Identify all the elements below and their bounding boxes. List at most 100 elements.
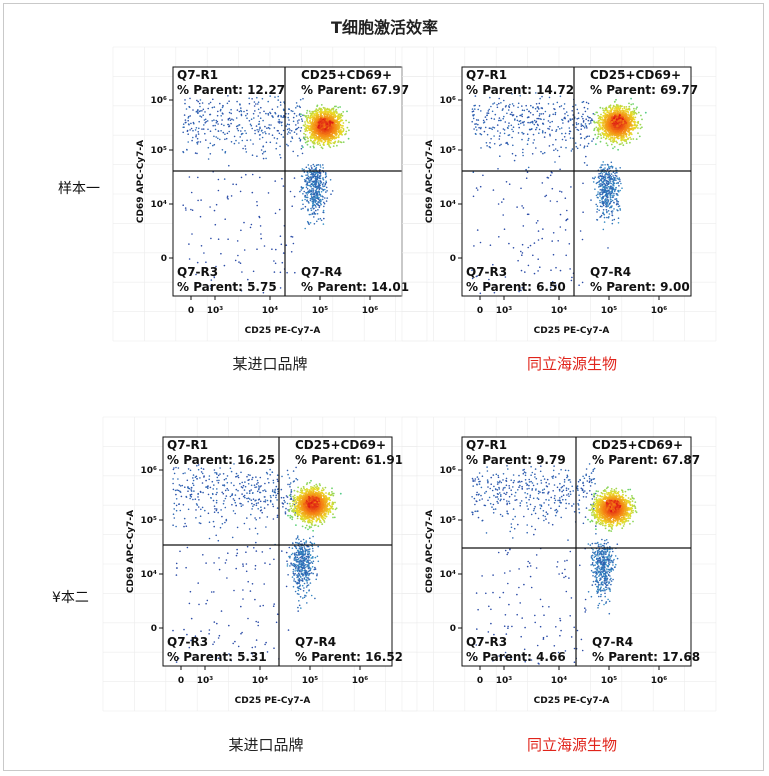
scatter-point [611, 194, 613, 197]
scatter-point [621, 187, 623, 189]
scatter-point [234, 259, 237, 262]
scatter-point [258, 216, 261, 219]
scatter-point [599, 179, 602, 181]
scatter-point [511, 128, 513, 131]
scatter-point [292, 120, 295, 123]
scatter-point [268, 127, 271, 130]
scatter-point [511, 152, 514, 155]
scatter-point [567, 120, 570, 122]
scatter-point [623, 114, 625, 117]
scatter-point [316, 172, 318, 175]
scatter-point [304, 227, 307, 230]
scatter-point [215, 265, 217, 268]
scatter-point [584, 123, 587, 125]
scatter-point [240, 130, 242, 132]
scatter-point [594, 176, 596, 178]
scatter-point [475, 126, 477, 128]
scatter-point [546, 176, 549, 179]
scatter-point [182, 131, 184, 134]
scatter-point [197, 176, 199, 179]
scatter-point [570, 279, 573, 282]
scatter-point [319, 184, 321, 187]
scatter-point [618, 143, 621, 146]
scatter-point [309, 198, 312, 200]
scatter-point [342, 111, 345, 113]
scatter-point [314, 139, 317, 141]
scatter-point [307, 122, 310, 124]
scatter-point [318, 188, 321, 191]
scatter-point [312, 117, 315, 120]
scatter-point [334, 120, 337, 123]
scatter-point [571, 110, 573, 112]
scatter-point [537, 124, 539, 127]
scatter-point [596, 205, 599, 207]
scatter-point [600, 214, 603, 217]
scatter-point [551, 240, 553, 242]
scatter-point [571, 148, 574, 150]
scatter-point [260, 233, 262, 235]
scatter-point [190, 127, 193, 130]
scatter-point [493, 143, 496, 145]
scatter-point [286, 123, 289, 125]
scatter-point [309, 117, 312, 120]
scatter-point [324, 133, 327, 135]
scatter-point [339, 106, 341, 108]
scatter-point [312, 163, 315, 166]
scatter-point [322, 188, 325, 191]
scatter-point [267, 100, 270, 103]
scatter-point [273, 127, 276, 129]
scatter-point [604, 199, 606, 202]
scatter-point [599, 121, 602, 124]
scatter-point [554, 113, 557, 116]
scatter-point [570, 150, 573, 152]
scatter-point [188, 106, 191, 109]
scatter-point [559, 168, 561, 171]
scatter-point [295, 128, 297, 131]
scatter-point [535, 103, 538, 105]
scatter-point [556, 101, 559, 104]
scatter-point [477, 123, 479, 126]
scatter-point [635, 138, 638, 141]
scatter-point [610, 110, 612, 113]
scatter-point [543, 151, 546, 154]
scatter-point [480, 110, 482, 112]
scatter-point [186, 149, 188, 151]
scatter-point [611, 222, 614, 225]
scatter-point [187, 133, 189, 135]
scatter-point [236, 100, 238, 103]
scatter-point [204, 122, 206, 124]
scatter-point [542, 152, 544, 155]
scatter-point [243, 221, 245, 224]
scatter-point [623, 106, 626, 108]
scatter-point [628, 123, 630, 126]
scatter-point [576, 108, 579, 111]
scatter-point [206, 120, 209, 122]
scatter-point [311, 204, 314, 207]
scatter-point [516, 206, 518, 208]
scatter-point [311, 180, 314, 183]
scatter-point [484, 126, 487, 129]
scatter-point [244, 145, 246, 147]
scatter-point [326, 137, 329, 140]
scatter-point [306, 184, 308, 186]
scatter-point [597, 196, 599, 199]
scatter-point [339, 131, 342, 134]
scatter-point [613, 192, 615, 195]
scatter-point [231, 118, 233, 120]
scatter-point [499, 132, 502, 134]
scatter-point [305, 174, 307, 176]
scatter-point [564, 132, 567, 135]
scatter-point [246, 139, 248, 142]
scatter-point [499, 144, 501, 147]
scatter-point [260, 237, 263, 240]
scatter-point [611, 133, 614, 136]
scatter-point [226, 197, 229, 199]
scatter-point [612, 184, 614, 186]
scatter-point [184, 207, 187, 209]
scatter-point [215, 203, 218, 206]
scatter-point [312, 110, 315, 113]
scatter-point [256, 204, 259, 207]
scatter-point [312, 202, 314, 205]
scatter-point [317, 198, 320, 200]
